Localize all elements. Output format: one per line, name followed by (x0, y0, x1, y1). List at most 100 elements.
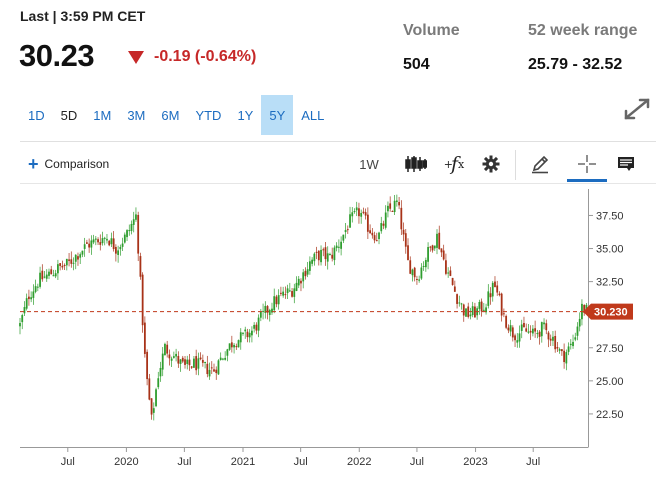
interval-button[interactable]: 1W (359, 156, 379, 172)
toolbar-divider (515, 150, 516, 180)
candle-body (257, 317, 260, 331)
comparison-label: Comparison (44, 157, 110, 171)
candle-body (30, 297, 33, 300)
range-5y-button[interactable]: 5Y (261, 95, 294, 135)
candle-body (52, 275, 55, 277)
last-price: 30.23 (19, 38, 95, 73)
candle-body (398, 202, 400, 206)
x-tick-label: 2020 (114, 456, 138, 468)
candle-body (204, 361, 206, 364)
candle-body (72, 262, 75, 264)
candle-body (362, 211, 365, 213)
candle-body (572, 341, 574, 347)
range-ytd-button[interactable]: YTD (195, 107, 222, 123)
candle-body (404, 233, 407, 247)
candle-body (217, 360, 220, 375)
candle-body (382, 223, 385, 226)
candle-body (543, 322, 545, 325)
candle-body (433, 245, 436, 249)
candle-body (346, 229, 349, 231)
range-1d-button[interactable]: 1D (28, 107, 45, 123)
candle-body (219, 357, 222, 361)
candle-body (353, 211, 356, 213)
crosshair-icon[interactable] (570, 150, 604, 178)
candle-body (184, 359, 186, 365)
last-price-badge: 30.230 (583, 303, 633, 320)
candle-body (429, 246, 432, 248)
header-divider (20, 141, 656, 142)
range-1m-button[interactable]: 1M (93, 107, 112, 123)
range-all-button[interactable]: ALL (301, 107, 325, 123)
x-tick-label: Jul (61, 456, 75, 468)
candle-body (266, 306, 269, 313)
news-icon[interactable] (614, 150, 638, 178)
range-1y-button[interactable]: 1Y (237, 107, 254, 123)
last-price-badge-shape (583, 303, 633, 320)
candle-body (496, 285, 499, 293)
candle-body (556, 347, 559, 349)
function-icon[interactable]: + f x (443, 153, 465, 175)
candle-body (509, 325, 512, 332)
candle-body (61, 265, 64, 268)
range-5d-button[interactable]: 5D (60, 107, 78, 123)
candle-body (213, 369, 215, 372)
x-tick-label: Jul (294, 456, 308, 468)
candle-body (578, 318, 581, 327)
candle-body (19, 323, 21, 327)
candle-body (130, 223, 133, 231)
gear-icon[interactable] (478, 150, 504, 178)
candle-body (529, 330, 532, 333)
candle-body (148, 378, 151, 400)
candle-body (74, 254, 77, 262)
candle-body (199, 357, 202, 360)
candle-body (39, 272, 41, 287)
candle-body (420, 267, 423, 279)
candle-body (291, 291, 293, 297)
candle-body (141, 274, 144, 326)
candle-body (445, 260, 447, 274)
candle-body (137, 214, 140, 254)
candle-body (181, 357, 184, 362)
candle-body (126, 230, 128, 238)
candle-body (395, 200, 398, 202)
candle-body (520, 324, 523, 331)
candle-body (351, 212, 354, 217)
range-6m-button[interactable]: 6M (161, 107, 180, 123)
comparison-button[interactable]: + Comparison (28, 155, 110, 173)
candle-body (114, 247, 117, 254)
expand-icon[interactable] (622, 96, 652, 122)
candle-body (320, 249, 322, 263)
range-3m-button[interactable]: 3M (127, 107, 146, 123)
candle-body (498, 293, 501, 296)
candle-body (123, 234, 126, 243)
candle-body (273, 296, 276, 311)
candle-body (507, 327, 510, 331)
y-tick-label: 35.00 (596, 244, 624, 256)
candle-body (235, 346, 238, 348)
candle-body (32, 291, 35, 298)
candlestick-icon[interactable] (401, 150, 431, 178)
candle-body (427, 247, 429, 262)
pencil-icon[interactable] (526, 150, 554, 178)
candle-body (413, 267, 416, 278)
candle-body (168, 354, 171, 359)
candle-body (304, 270, 307, 277)
candle-body (344, 230, 347, 233)
candle-body (552, 336, 554, 341)
candle-body (208, 369, 211, 377)
candle-body (442, 250, 445, 260)
candles-layer (19, 194, 588, 421)
candle-body (380, 223, 383, 232)
candle-body (449, 270, 452, 276)
candle-body (494, 281, 496, 288)
candle-body (342, 234, 345, 241)
candle-body (358, 208, 360, 217)
candle-body (108, 240, 111, 246)
candle-body (565, 352, 568, 364)
candle-body (474, 306, 476, 318)
candle-body (549, 338, 552, 341)
last-trade-label: Last | 3:59 PM CET (20, 8, 146, 24)
candle-body (324, 247, 327, 260)
x-axis-ticks: Jul 2020 Jul 2021 Jul 2022 Jul 2023 Jul (61, 447, 540, 468)
